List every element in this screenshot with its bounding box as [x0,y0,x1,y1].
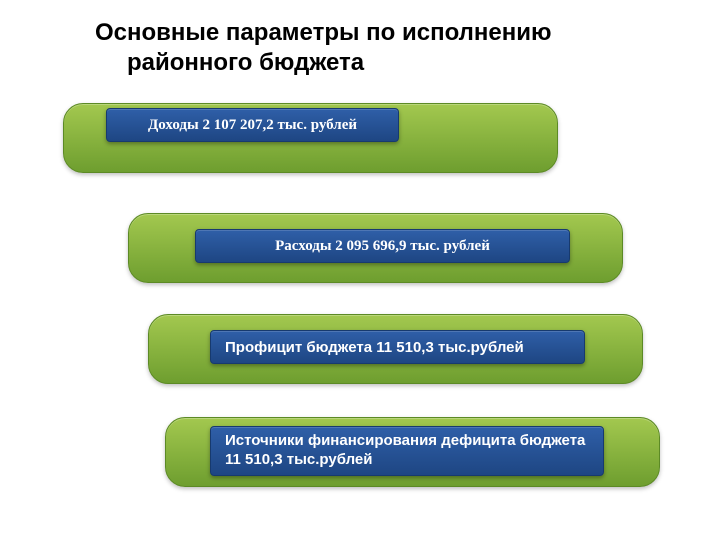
slide-title: Основные параметры по исполнению районно… [95,18,551,78]
label-surplus: Профицит бюджета 11 510,3 тыс.рублей [210,330,585,364]
label-financing-sources-text: Источники финансирования дефицита бюджет… [225,432,589,470]
label-income-text: Доходы 2 107 207,2 тыс. рублей [148,117,357,134]
title-line-2: районного бюджета [127,48,364,78]
label-expenses-text: Расходы 2 095 696,9 тыс. рублей [275,238,490,255]
label-income: Доходы 2 107 207,2 тыс. рублей [106,108,399,142]
label-expenses: Расходы 2 095 696,9 тыс. рублей [195,229,570,263]
title-line-1: Основные параметры по исполнению [95,19,551,46]
label-surplus-text: Профицит бюджета 11 510,3 тыс.рублей [225,339,524,356]
label-financing-sources: Источники финансирования дефицита бюджет… [210,426,604,476]
slide: Основные параметры по исполнению районно… [0,0,720,540]
